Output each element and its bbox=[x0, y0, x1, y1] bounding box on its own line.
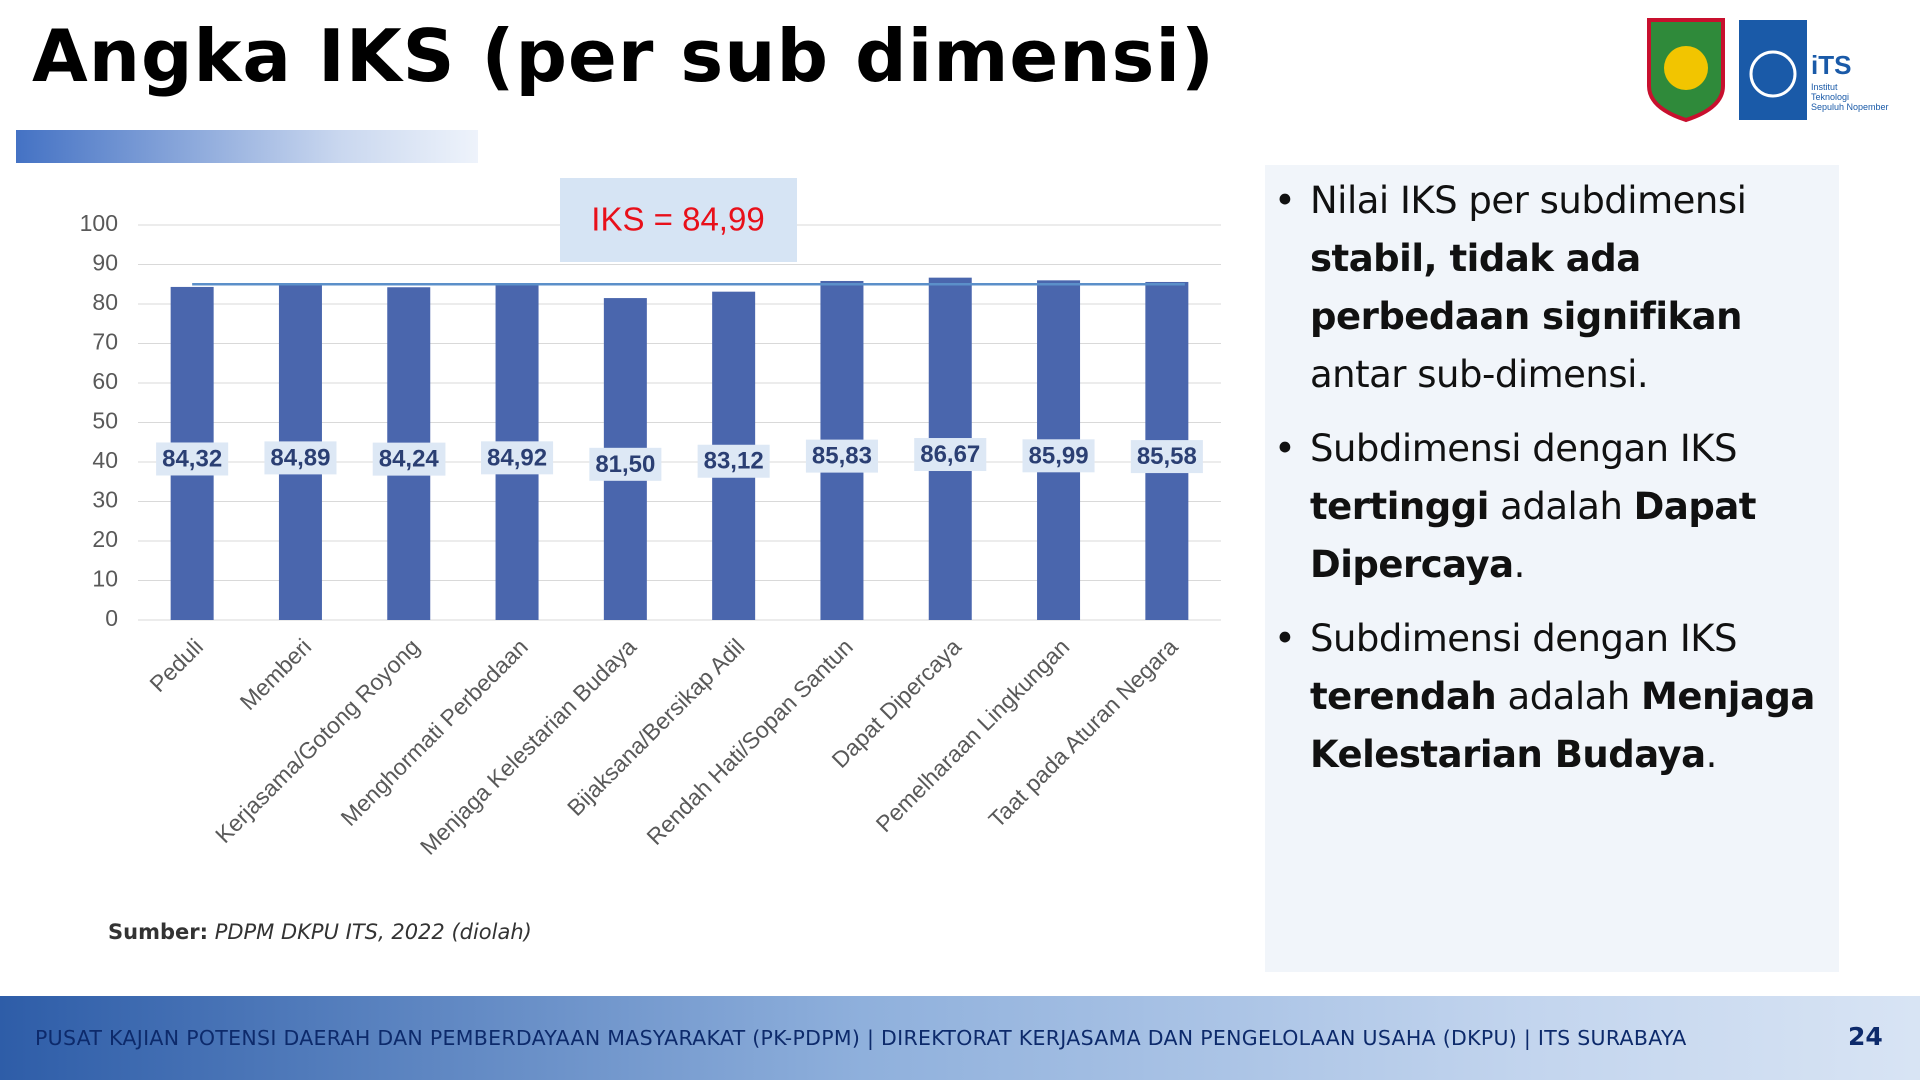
its-logo-line: Sepuluh Nopember bbox=[1811, 102, 1889, 112]
bullet-emphasis: stabil, tidak ada perbedaan signifikan bbox=[1310, 237, 1742, 338]
y-tick-label: 80 bbox=[92, 289, 118, 315]
x-tick-group: Rendah Hati/Sopan Santun bbox=[641, 633, 857, 849]
page-number: 24 bbox=[1848, 1022, 1883, 1051]
bullet-list: Nilai IKS per subdimensi stabil, tidak a… bbox=[1270, 172, 1840, 800]
bullet-emphasis: Menjaga Kelestarian Budaya bbox=[1310, 675, 1815, 776]
x-tick-label: Memberi bbox=[235, 633, 317, 715]
its-logo-line: Teknologi bbox=[1811, 92, 1849, 102]
reference-label: IKS = 84,99 bbox=[591, 201, 764, 238]
bullet-emphasis: terendah bbox=[1310, 675, 1497, 718]
x-tick-group: Pemelharaan Lingkungan bbox=[871, 633, 1075, 837]
bullet: Subdimensi dengan IKS terendah adalah Me… bbox=[1270, 610, 1840, 784]
x-tick-group: Bijaksana/Bersikap Adil bbox=[562, 633, 749, 820]
y-tick-label: 10 bbox=[92, 566, 118, 592]
title-underline bbox=[16, 130, 478, 163]
bullet-text: Subdimensi dengan IKS bbox=[1310, 427, 1738, 470]
value-label-box bbox=[1022, 439, 1095, 473]
y-tick-label: 40 bbox=[92, 447, 118, 473]
x-tick-label: Taat pada Aturan Negara bbox=[983, 633, 1182, 832]
footer-text: PUSAT KAJIAN POTENSI DAERAH DAN PEMBERDA… bbox=[35, 1026, 1687, 1050]
value-label: 81,50 bbox=[595, 451, 655, 478]
bullet-text: . bbox=[1513, 543, 1526, 586]
x-tick-label: Menghormati Perbedaan bbox=[335, 633, 532, 830]
its-logo-emblem bbox=[1749, 50, 1797, 98]
value-label-box bbox=[264, 441, 337, 475]
value-label-box bbox=[805, 439, 878, 473]
value-label-box bbox=[481, 441, 554, 475]
x-tick-group: Menghormati Perbedaan bbox=[335, 633, 532, 830]
value-label: 84,32 bbox=[162, 445, 222, 472]
value-label: 85,58 bbox=[1137, 443, 1197, 470]
y-tick-label: 60 bbox=[92, 368, 118, 394]
bullet-emphasis: tertinggi bbox=[1310, 485, 1489, 528]
bullet-text: . bbox=[1705, 733, 1718, 776]
y-tick-label: 20 bbox=[92, 526, 118, 552]
value-label: 84,24 bbox=[379, 446, 440, 473]
y-tick-label: 0 bbox=[105, 605, 118, 631]
x-tick-group: Memberi bbox=[235, 633, 317, 715]
slide-title: Angka IKS (per sub dimensi) bbox=[32, 14, 1215, 98]
source-label: Sumber: bbox=[108, 920, 208, 944]
logos: iTS Institut Teknologi Sepuluh Nopember bbox=[1647, 18, 1905, 123]
bullet-text: adalah bbox=[1488, 485, 1634, 528]
y-tick-label: 100 bbox=[80, 210, 118, 236]
x-tick-group: Kerjasama/Gotong Royong bbox=[210, 633, 425, 848]
value-label: 86,67 bbox=[920, 441, 980, 468]
value-label: 83,12 bbox=[704, 448, 764, 475]
y-tick-label: 30 bbox=[92, 487, 118, 513]
its-logo-text: iTS bbox=[1811, 50, 1851, 80]
value-label: 84,92 bbox=[487, 444, 547, 471]
value-label-box bbox=[1130, 440, 1203, 474]
bullet: Nilai IKS per subdimensi stabil, tidak a… bbox=[1270, 172, 1840, 404]
its-logo-block bbox=[1739, 20, 1807, 120]
value-label: 85,83 bbox=[812, 443, 872, 470]
bullet-text: Subdimensi dengan IKS bbox=[1310, 617, 1738, 660]
province-logo-emblem bbox=[1664, 46, 1708, 90]
bullet-text: Nilai IKS per subdimensi bbox=[1310, 179, 1747, 222]
value-label-box bbox=[156, 442, 229, 476]
footer-bar bbox=[0, 996, 1920, 1080]
bullet-text: antar sub-dimensi. bbox=[1310, 353, 1649, 396]
x-tick-label: Peduli bbox=[144, 633, 208, 697]
reference-label-box bbox=[560, 178, 797, 262]
y-tick-label: 70 bbox=[92, 329, 118, 355]
y-tick-label: 90 bbox=[92, 250, 118, 276]
x-tick-label: Pemelharaan Lingkungan bbox=[871, 633, 1075, 837]
x-tick-group: Taat pada Aturan Negara bbox=[983, 633, 1182, 832]
x-tick-group: Peduli bbox=[144, 633, 208, 697]
y-tick-label: 50 bbox=[92, 408, 118, 434]
bullet: Subdimensi dengan IKS tertinggi adalah D… bbox=[1270, 420, 1840, 594]
bullet-emphasis: Dapat Dipercaya bbox=[1310, 485, 1757, 586]
x-tick-label: Bijaksana/Bersikap Adil bbox=[562, 633, 749, 820]
value-label-box bbox=[914, 438, 987, 472]
chart: 0 10 20 30 40 50 60 70 80 90 100 Peduli MemberiKerja… bbox=[80, 178, 1221, 860]
value-label: 85,99 bbox=[1029, 442, 1089, 469]
x-tick-label: Menjaga Kelestarian Budaya bbox=[415, 633, 641, 859]
its-logo-line: Institut bbox=[1811, 82, 1838, 92]
value-label-box bbox=[589, 447, 662, 481]
source-text: PDPM DKPU ITS, 2022 (diolah) bbox=[214, 920, 532, 944]
value-label-box bbox=[697, 444, 770, 478]
x-tick-label: Kerjasama/Gotong Royong bbox=[210, 633, 425, 848]
x-tick-group: Menjaga Kelestarian Budaya bbox=[415, 633, 641, 859]
source: Sumber: PDPM DKPU ITS, 2022 (diolah) bbox=[108, 920, 532, 944]
value-label-box bbox=[372, 442, 446, 476]
x-tick-label: Rendah Hati/Sopan Santun bbox=[641, 633, 857, 849]
bullet-text: adalah bbox=[1496, 675, 1642, 718]
value-label: 84,89 bbox=[270, 444, 330, 471]
